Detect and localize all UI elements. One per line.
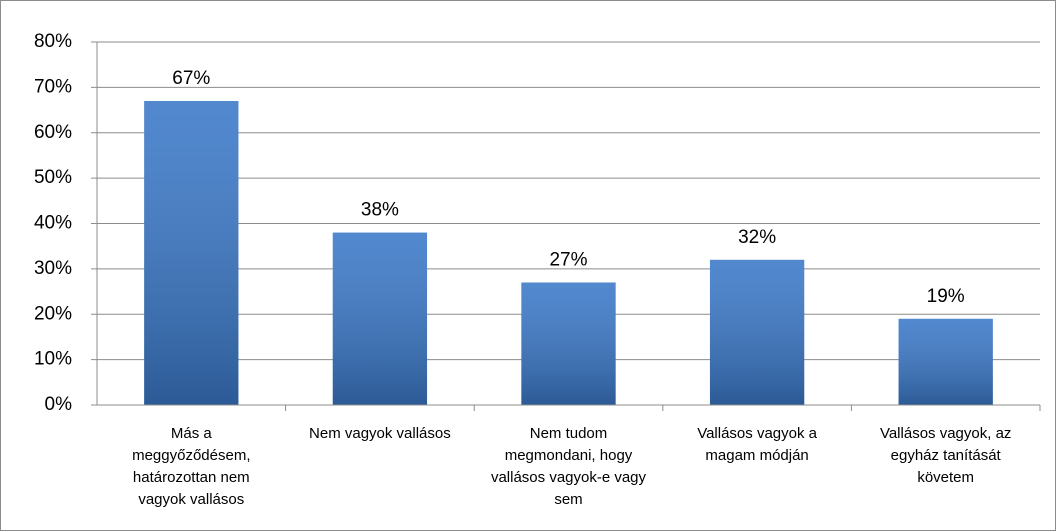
value-label: 19% [927, 286, 965, 307]
y-tick-label: 50% [34, 167, 72, 188]
x-tick-label: Nem vagyok vallásos [309, 425, 451, 442]
value-label: 38% [361, 200, 399, 221]
x-tick-label: Más a meggyőződésem, határozottan nem va… [132, 425, 251, 508]
y-tick-label: 20% [34, 303, 72, 324]
y-tick-label: 70% [34, 76, 72, 97]
x-tick-label: Vallásos vagyok, az egyház tanítását köv… [879, 425, 1012, 486]
y-tick-label: 60% [34, 122, 72, 143]
value-label: 32% [738, 227, 776, 248]
y-tick-label: 0% [45, 394, 73, 415]
x-tick-label: Nem tudom megmondani, hogy vallásos vagy… [490, 425, 647, 508]
y-tick-label: 30% [34, 258, 72, 279]
y-tick-label: 80% [34, 31, 72, 52]
x-tick-label: Vallásos vagyok a magam módján [697, 425, 817, 464]
bar-shade [332, 232, 428, 405]
y-tick-label: 10% [34, 349, 72, 370]
value-label: 27% [549, 250, 587, 271]
bar-shade [709, 259, 805, 405]
bar-shade [144, 100, 239, 406]
bar-shade [521, 282, 616, 405]
y-tick-label: 40% [34, 213, 72, 234]
bar-shade [898, 318, 993, 405]
value-label: 67% [172, 68, 210, 89]
